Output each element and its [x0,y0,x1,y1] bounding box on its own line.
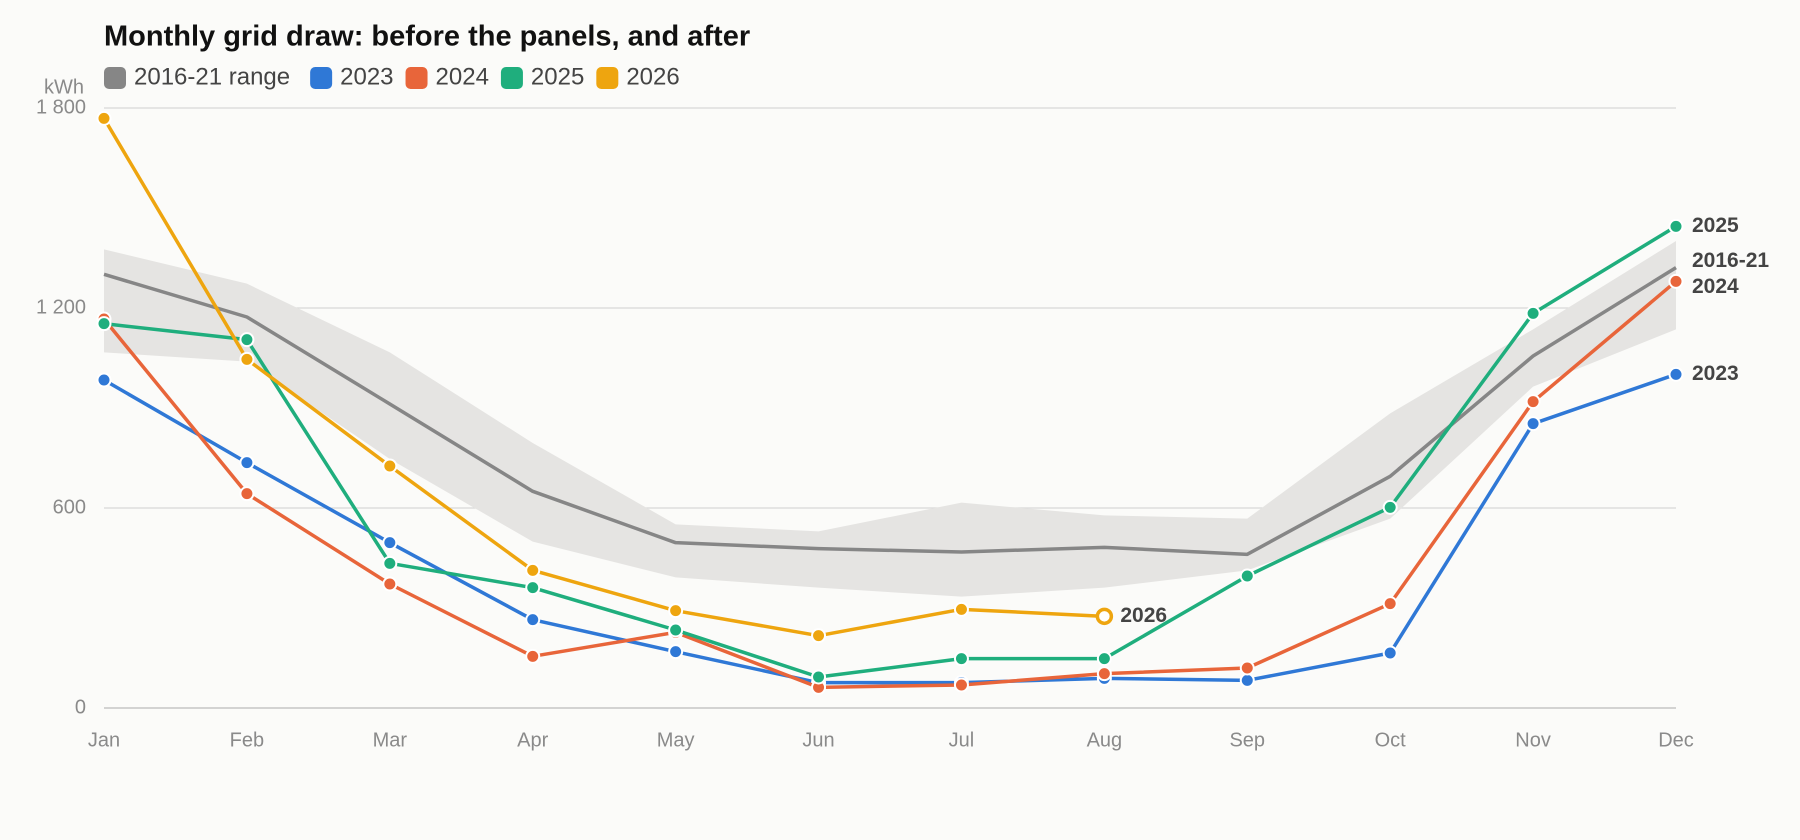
legend-swatch [500,67,523,89]
data-point [382,576,398,592]
x-tick-label: Oct [1375,729,1407,751]
data-point [1668,273,1684,289]
x-tick-label: Aug [1087,729,1123,751]
data-point [1382,596,1398,612]
end-label: 2016-21 [1692,249,1769,272]
data-point [1525,416,1541,432]
data-point [239,455,255,471]
legend-swatch [405,67,428,89]
data-point [953,601,969,617]
data-point [382,535,398,551]
data-point [1239,672,1255,688]
data-point [668,603,684,619]
data-point [1525,305,1541,321]
data-point [1382,645,1398,661]
y-tick-label: 600 [53,496,86,518]
range-band [104,241,1676,597]
data-point [668,644,684,660]
y-tick-label: 0 [75,696,86,718]
end-label: 2024 [1692,275,1739,298]
legend-label: 2016-21 range [134,63,290,90]
data-point [525,580,541,596]
data-point [382,555,398,571]
series-line [102,117,1105,638]
legend-swatch [310,67,333,89]
data-point [811,628,827,644]
x-tick-label: May [657,729,695,751]
data-point [1668,366,1684,382]
data-point [1525,394,1541,410]
data-point [1382,499,1398,515]
data-point [96,372,112,388]
legend-label: 2026 [626,63,679,90]
data-point [1096,651,1112,667]
end-label: 2026 [1120,604,1167,627]
chart-title: Monthly grid draw: before the panels, an… [104,21,750,53]
y-axis-label: kWh [44,76,84,98]
data-point [96,316,112,332]
legend-swatch [596,67,619,89]
legend-swatch [104,67,126,89]
data-point [953,651,969,667]
data-point [239,332,255,348]
x-tick-label: Dec [1658,729,1694,751]
data-point [382,458,398,474]
data-point [239,486,255,502]
x-tick-label: Nov [1515,729,1551,751]
data-point [953,677,969,693]
x-tick-label: Jul [949,729,975,751]
data-point [525,612,541,628]
data-point [1096,666,1112,682]
median-line [103,266,1677,557]
end-label: 2025 [1692,214,1739,237]
data-point [239,351,255,367]
x-tick-label: Jan [88,729,120,751]
data-point [811,669,827,685]
x-tick-label: Apr [517,729,548,751]
data-point [668,622,684,638]
data-point [1668,218,1684,234]
y-tick-label: 1 800 [36,96,86,118]
data-point [1239,568,1255,584]
data-point [96,110,112,126]
x-tick-label: Mar [373,729,408,751]
x-tick-label: Jun [802,729,834,751]
legend-label: 2024 [436,63,489,90]
series-line [102,279,1678,690]
x-tick-label: Feb [230,729,264,751]
legend-label: 2023 [340,63,393,90]
series-line [103,224,1677,679]
legend-label: 2025 [531,63,584,90]
series-line [103,372,1677,685]
data-point [1239,660,1255,676]
data-point [1095,607,1114,626]
data-point [525,648,541,664]
x-tick-label: Sep [1229,729,1265,751]
data-point [525,562,541,578]
end-label: 2023 [1692,362,1739,385]
y-tick-label: 1 200 [36,296,86,318]
